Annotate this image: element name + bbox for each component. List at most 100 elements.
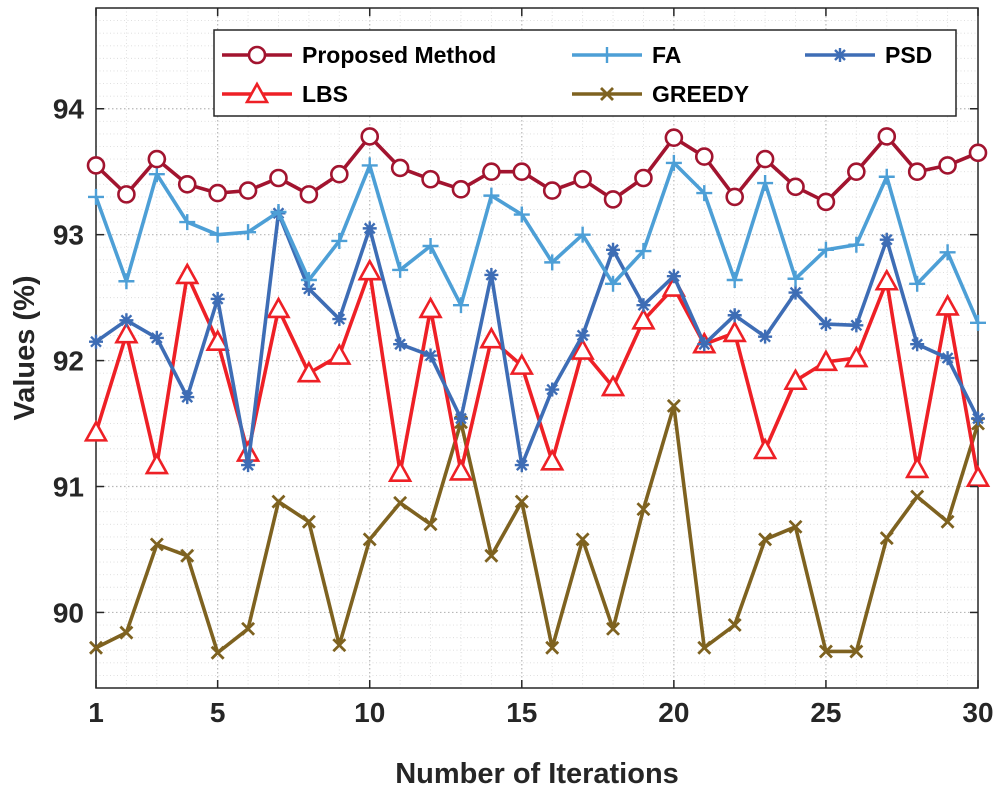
- data-point-greedy: [666, 398, 681, 413]
- data-point-fa: [148, 166, 165, 183]
- data-point-fa: [88, 188, 104, 205]
- data-point-lbs: [357, 258, 382, 281]
- data-point-greedy: [545, 640, 560, 655]
- data-point-fa: [787, 270, 804, 287]
- data-point-greedy: [788, 519, 803, 534]
- series-group: [83, 127, 991, 660]
- data-point-proposed-method: [360, 127, 380, 146]
- data-point-proposed-method: [816, 192, 836, 212]
- data-point-proposed-method: [482, 162, 501, 182]
- y-tick-label: 90: [53, 597, 84, 628]
- data-point-fa: [696, 185, 713, 202]
- data-point-lbs: [631, 307, 656, 330]
- data-point-lbs: [418, 296, 443, 319]
- data-point-proposed-method: [664, 128, 684, 148]
- data-point-proposed-method: [512, 162, 532, 182]
- data-point-fa: [726, 272, 743, 288]
- data-point-proposed-method: [421, 169, 440, 189]
- data-point-psd: [149, 330, 164, 345]
- data-point-greedy: [149, 537, 164, 552]
- data-point-psd: [362, 221, 377, 236]
- data-point-fa: [635, 243, 652, 260]
- data-point-greedy: [940, 514, 955, 529]
- data-point-psd: [697, 337, 712, 352]
- data-point-psd: [636, 298, 651, 313]
- data-point-psd: [241, 458, 256, 473]
- x-tick-label: 25: [810, 697, 841, 728]
- data-point-fa: [300, 272, 317, 288]
- x-tick-label: 15: [506, 697, 537, 728]
- data-point-psd: [545, 382, 560, 397]
- data-point-fa: [574, 226, 591, 243]
- data-point-proposed-method: [330, 164, 349, 184]
- legend-marker-proposed-method: [247, 45, 267, 65]
- series-greedy: [89, 398, 985, 660]
- data-point-psd: [514, 458, 529, 473]
- data-point-psd: [910, 337, 925, 352]
- data-point-greedy: [180, 548, 195, 563]
- legend-marker-fa: [599, 47, 615, 63]
- data-point-psd: [484, 267, 499, 282]
- data-point-proposed-method: [847, 162, 866, 182]
- data-point-psd: [818, 317, 833, 332]
- data-point-psd: [89, 334, 103, 349]
- data-point-proposed-method: [238, 181, 258, 200]
- data-point-greedy: [697, 640, 712, 655]
- data-point-lbs: [539, 448, 565, 471]
- data-point-greedy: [423, 517, 438, 532]
- data-point-psd: [180, 390, 195, 405]
- data-point-proposed-method: [725, 187, 744, 207]
- legend-label-lbs: LBS: [302, 81, 348, 107]
- data-point-psd: [210, 291, 225, 306]
- data-point-lbs: [904, 456, 930, 479]
- data-point-fa: [970, 314, 986, 331]
- data-point-greedy: [89, 640, 103, 655]
- data-point-fa: [848, 236, 865, 253]
- data-point-lbs: [783, 368, 808, 391]
- data-point-greedy: [301, 514, 316, 529]
- y-tick-label: 93: [53, 220, 84, 251]
- data-point-psd: [666, 269, 681, 284]
- data-point-greedy: [849, 644, 864, 659]
- legend-item-fa: FA: [572, 42, 681, 68]
- data-point-lbs: [327, 342, 352, 365]
- data-point-lbs: [570, 337, 595, 360]
- series-fa: [88, 154, 986, 331]
- data-point-fa: [179, 214, 196, 231]
- series-psd: [89, 206, 985, 473]
- data-point-proposed-method: [938, 156, 957, 175]
- x-tick-label: 20: [658, 697, 689, 728]
- data-point-lbs: [83, 419, 109, 442]
- data-point-psd: [879, 232, 894, 247]
- legend-item-psd: PSD: [805, 42, 932, 68]
- data-point-proposed-method: [573, 169, 592, 189]
- data-point-lbs: [509, 352, 535, 375]
- data-point-lbs: [175, 262, 200, 285]
- legend-label-greedy: GREEDY: [652, 81, 749, 107]
- legend: Proposed Method FA PSD LBS GREEDY: [213, 29, 957, 117]
- data-point-psd: [971, 411, 985, 426]
- data-point-greedy: [484, 548, 499, 563]
- data-point-proposed-method: [755, 149, 775, 169]
- data-point-greedy: [119, 625, 134, 640]
- data-point-fa: [757, 175, 774, 192]
- data-point-proposed-method: [603, 190, 623, 209]
- data-point-psd: [940, 351, 955, 366]
- data-point-proposed-method: [390, 158, 410, 178]
- data-point-fa: [665, 154, 682, 171]
- data-point-lbs: [844, 345, 869, 368]
- data-point-proposed-method: [542, 181, 562, 200]
- data-point-fa: [452, 297, 469, 314]
- data-point-greedy: [758, 532, 773, 547]
- data-point-fa: [361, 157, 378, 174]
- data-point-lbs: [722, 320, 747, 343]
- data-point-proposed-method: [208, 183, 227, 203]
- data-point-psd: [606, 242, 621, 257]
- data-point-psd: [575, 328, 590, 343]
- data-point-proposed-method: [786, 177, 805, 197]
- data-point-fa: [909, 275, 926, 292]
- data-point-lbs: [479, 326, 504, 349]
- data-point-greedy: [514, 494, 529, 509]
- data-point-greedy: [241, 621, 256, 636]
- data-point-greedy: [818, 644, 833, 659]
